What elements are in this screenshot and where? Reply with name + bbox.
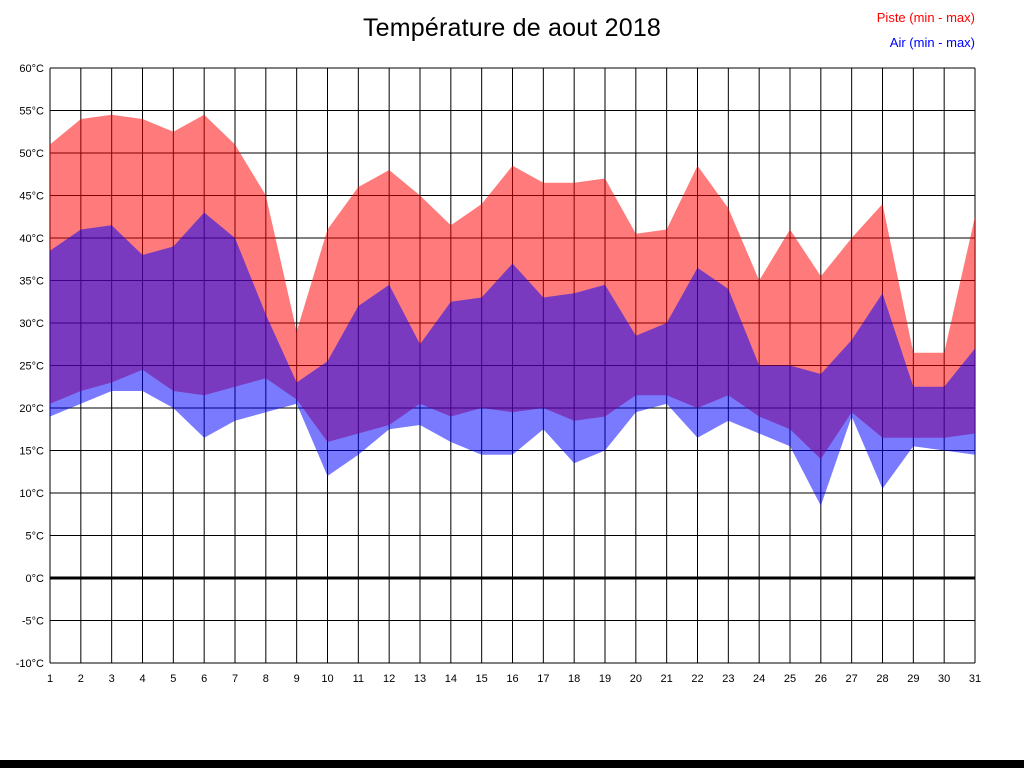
- x-axis-tick-label: 2: [78, 673, 84, 685]
- x-axis-tick-label: 14: [445, 673, 457, 685]
- x-axis-tick-label: 15: [476, 673, 488, 685]
- x-axis-tick-label: 5: [170, 673, 176, 685]
- x-axis-tick-label: 17: [537, 673, 549, 685]
- x-axis-tick-label: 1: [47, 673, 53, 685]
- y-axis-tick-label: 5°C: [26, 531, 45, 543]
- x-axis-tick-label: 30: [938, 673, 950, 685]
- x-axis-tick-label: 23: [722, 673, 734, 685]
- x-axis-tick-label: 26: [815, 673, 827, 685]
- x-axis-tick-label: 12: [383, 673, 395, 685]
- x-axis-tick-label: 16: [506, 673, 518, 685]
- x-axis-tick-label: 3: [109, 673, 115, 685]
- x-axis-tick-label: 18: [568, 673, 580, 685]
- y-axis-tick-label: 45°C: [19, 191, 44, 203]
- y-axis-tick-label: 50°C: [19, 148, 44, 160]
- x-axis-tick-label: 25: [784, 673, 796, 685]
- x-axis-tick-label: 8: [263, 673, 269, 685]
- x-axis-tick-label: 20: [630, 673, 642, 685]
- x-axis-tick-label: 4: [139, 673, 145, 685]
- x-axis-tick-label: 28: [876, 673, 888, 685]
- x-axis-tick-label: 21: [661, 673, 673, 685]
- x-axis-tick-label: 6: [201, 673, 207, 685]
- legend: Piste (min - max) Air (min - max): [877, 5, 975, 55]
- legend-entry-piste: Piste (min - max): [876, 10, 975, 25]
- y-axis-tick-label: 25°C: [19, 361, 44, 373]
- y-axis-tick-label: 40°C: [19, 233, 44, 245]
- y-axis-tick-label: -10°C: [16, 658, 44, 670]
- y-axis-tick-label: 60°C: [19, 63, 44, 75]
- chart-title: Température de aout 2018: [362, 14, 662, 42]
- x-axis-tick-label: 13: [414, 673, 426, 685]
- x-axis-tick-label: 29: [907, 673, 919, 685]
- x-axis-tick-label: 9: [294, 673, 300, 685]
- y-axis-tick-label: 15°C: [19, 446, 44, 458]
- y-axis-tick-label: 20°C: [19, 403, 44, 415]
- y-axis-tick-label: 10°C: [19, 488, 44, 500]
- x-axis-tick-label: 10: [321, 673, 333, 685]
- y-axis-tick-label: 30°C: [19, 318, 44, 330]
- x-axis-tick-label: 19: [599, 673, 611, 685]
- y-axis-tick-label: 35°C: [19, 276, 44, 288]
- y-axis-tick-label: -5°C: [22, 616, 44, 628]
- x-axis-tick-label: 31: [969, 673, 981, 685]
- band-air: [50, 212, 975, 506]
- bottom-border: [0, 760, 1024, 768]
- x-axis-tick-label: 11: [353, 673, 364, 685]
- x-axis-tick-label: 7: [232, 673, 238, 685]
- legend-entry-air: Air (min - max): [889, 35, 975, 50]
- x-axis-tick-label: 27: [846, 673, 858, 685]
- y-axis-tick-label: 0°C: [26, 573, 45, 585]
- y-axis-tick-label: 55°C: [19, 106, 44, 118]
- x-axis-tick-label: 22: [691, 673, 703, 685]
- x-axis-tick-label: 24: [753, 673, 765, 685]
